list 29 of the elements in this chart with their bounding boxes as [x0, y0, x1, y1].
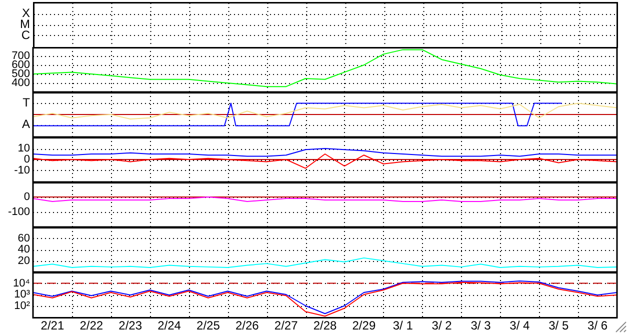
x-tick-label: 3/ 3 — [470, 318, 492, 332]
y-tick-label: 20 — [18, 254, 30, 267]
x-tick-label: 2/27 — [274, 318, 298, 332]
text: T — [22, 96, 31, 110]
y-tick-label: 0 — [24, 191, 30, 204]
x-tick-label: 3/ 5 — [548, 318, 569, 332]
text: A — [22, 117, 30, 132]
y-tick-label: 10⁴ — [13, 277, 30, 290]
y-tick-label: 40 — [18, 244, 30, 256]
y-tick-label: 10² — [14, 300, 30, 312]
y-tick-label: 10³ — [14, 288, 30, 301]
x-tick-label: 3/ 1 — [392, 318, 414, 332]
x-tick-label: 3/ 6 — [588, 318, 608, 332]
x-tick-label: 2/21 — [40, 318, 64, 332]
y-tick-label: -10 — [14, 164, 30, 177]
x-tick-label: 3/ 4 — [510, 318, 530, 332]
x-tick-label: 2/26 — [235, 318, 260, 332]
x-tick-label: 3/ 2 — [432, 318, 452, 332]
x-tick-label: 2/23 — [118, 318, 142, 332]
y-tick-label: 400 — [12, 77, 30, 90]
x-tick-label: 2/28 — [313, 318, 337, 332]
x-tick-label: 2/25 — [196, 318, 220, 332]
x-tick-label: 2/24 — [158, 318, 182, 332]
x-tick-label: 2/22 — [80, 318, 104, 332]
y-tick-label: 60 — [18, 232, 30, 244]
x-tick-label: 2/29 — [352, 318, 376, 332]
y-tick-label: 0 — [24, 154, 30, 166]
y-tick-label: -100 — [8, 206, 30, 218]
y-tick-label: 10 — [18, 142, 30, 155]
